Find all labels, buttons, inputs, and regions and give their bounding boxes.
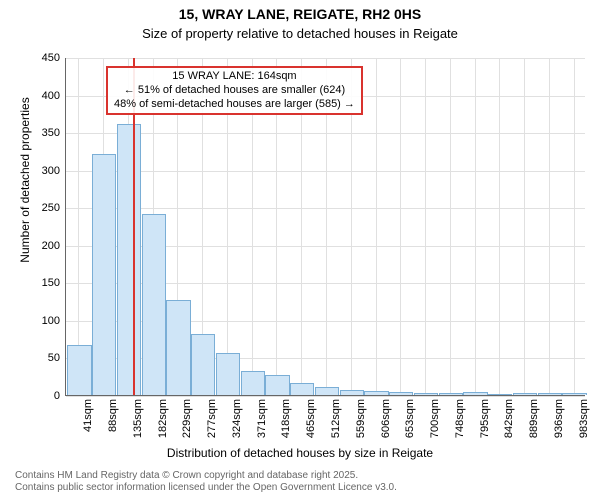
- histogram-bar: [488, 394, 512, 395]
- x-axis-label: Distribution of detached houses by size …: [0, 446, 600, 460]
- histogram-bar: [191, 334, 215, 395]
- gridline-v: [400, 58, 401, 395]
- y-tick-label: 350: [42, 127, 60, 139]
- histogram-bar: [463, 392, 487, 395]
- annotation-box: 15 WRAY LANE: 164sqm← 51% of detached ho…: [106, 66, 363, 115]
- x-tick-label: 465sqm: [305, 399, 317, 438]
- x-tick-label: 182sqm: [157, 399, 169, 438]
- histogram-bar: [513, 393, 537, 395]
- gridline-v: [450, 58, 451, 395]
- y-tick-label: 250: [42, 202, 60, 214]
- histogram-bar: [216, 353, 240, 395]
- x-tick-label: 418sqm: [280, 399, 292, 438]
- gridline-h: [66, 396, 585, 397]
- y-tick-label: 100: [42, 315, 60, 327]
- x-tick-label: 512sqm: [330, 399, 342, 438]
- x-tick-label: 653sqm: [404, 399, 416, 438]
- y-tick-label: 200: [42, 240, 60, 252]
- histogram-bar: [117, 124, 141, 395]
- histogram-bar: [265, 375, 289, 395]
- histogram-bar: [67, 345, 91, 395]
- histogram-bar: [364, 391, 388, 395]
- histogram-bar: [290, 383, 314, 395]
- gridline-v: [524, 58, 525, 395]
- gridline-v: [475, 58, 476, 395]
- histogram-bar: [538, 393, 562, 395]
- x-tick-label: 700sqm: [429, 399, 441, 438]
- histogram-bar: [414, 393, 438, 396]
- gridline-v: [425, 58, 426, 395]
- x-tick-label: 229sqm: [181, 399, 193, 438]
- chart-title: 15, WRAY LANE, REIGATE, RH2 0HS: [0, 6, 600, 22]
- footer-line-1: Contains HM Land Registry data © Crown c…: [15, 470, 397, 482]
- histogram-bar: [166, 300, 190, 395]
- histogram-bar: [315, 387, 339, 396]
- x-tick-label: 135sqm: [132, 399, 144, 438]
- gridline-v: [574, 58, 575, 395]
- x-tick-label: 936sqm: [553, 399, 565, 438]
- histogram-bar: [142, 214, 166, 395]
- x-tick-label: 889sqm: [528, 399, 540, 438]
- y-tick-label: 400: [42, 90, 60, 102]
- y-tick-label: 450: [42, 52, 60, 64]
- x-tick-label: 795sqm: [479, 399, 491, 438]
- gridline-v: [376, 58, 377, 395]
- histogram-bar: [92, 154, 116, 395]
- annotation-line: ← 51% of detached houses are smaller (62…: [114, 84, 355, 98]
- x-tick-label: 606sqm: [380, 399, 392, 438]
- x-tick-label: 559sqm: [355, 399, 367, 438]
- gridline-v: [549, 58, 550, 395]
- x-tick-label: 983sqm: [578, 399, 590, 438]
- gridline-v: [499, 58, 500, 395]
- y-tick-label: 0: [54, 390, 60, 402]
- annotation-line: 15 WRAY LANE: 164sqm: [114, 70, 355, 84]
- x-tick-label: 371sqm: [256, 399, 268, 438]
- histogram-bar: [340, 390, 364, 395]
- plot-area: 05010015020025030035040045041sqm88sqm135…: [65, 58, 585, 396]
- x-tick-label: 41sqm: [82, 399, 94, 432]
- x-tick-label: 324sqm: [231, 399, 243, 438]
- chart-container: 15, WRAY LANE, REIGATE, RH2 0HS Size of …: [0, 0, 600, 500]
- x-tick-label: 88sqm: [107, 399, 119, 432]
- y-tick-label: 150: [42, 277, 60, 289]
- x-tick-label: 842sqm: [503, 399, 515, 438]
- x-tick-label: 277sqm: [206, 399, 218, 438]
- histogram-bar: [562, 393, 586, 395]
- footer-attribution: Contains HM Land Registry data © Crown c…: [15, 470, 397, 494]
- y-axis-label: Number of detached properties: [18, 30, 32, 330]
- histogram-bar: [439, 393, 463, 396]
- y-tick-label: 50: [48, 352, 60, 364]
- y-tick-label: 300: [42, 165, 60, 177]
- chart-subtitle: Size of property relative to detached ho…: [0, 26, 600, 41]
- histogram-bar: [241, 371, 265, 395]
- x-tick-label: 748sqm: [454, 399, 466, 438]
- footer-line-2: Contains public sector information licen…: [15, 482, 397, 494]
- histogram-bar: [389, 392, 413, 395]
- annotation-line: 48% of semi-detached houses are larger (…: [114, 98, 355, 112]
